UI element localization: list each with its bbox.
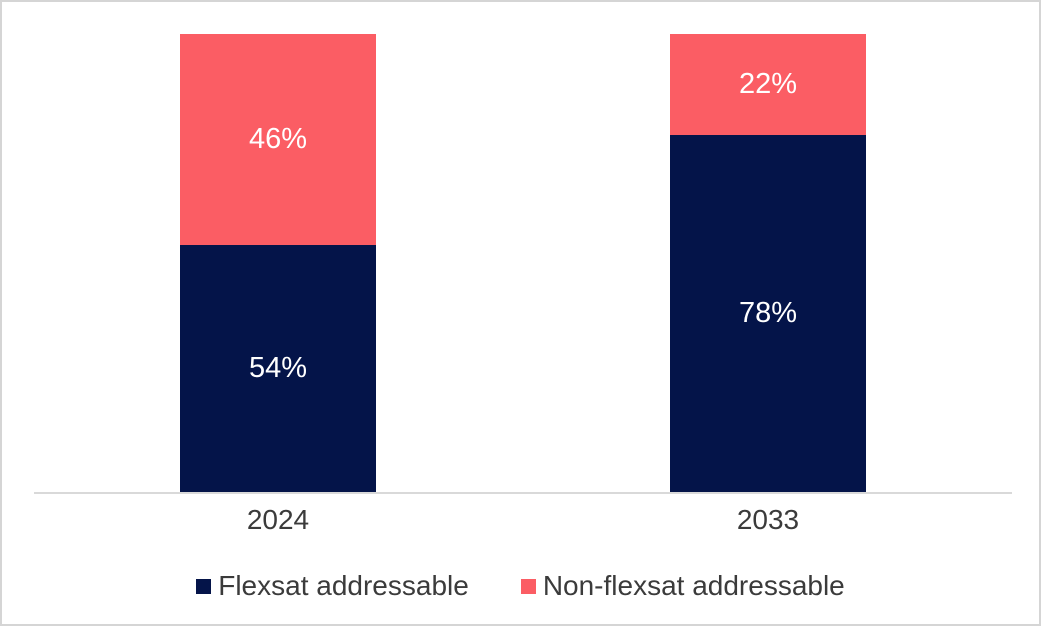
legend-label-flexsat: Flexsat addressable: [218, 570, 469, 602]
x-axis-label-2024: 2024: [246, 504, 310, 535]
legend: Flexsat addressable Non-flexsat addressa…: [2, 566, 1039, 606]
legend-item-non-flexsat: Non-flexsat addressable: [520, 569, 845, 603]
legend-swatch-non-flexsat-icon: [520, 578, 536, 594]
bar-segment-2033-series-1: 22%: [670, 34, 866, 135]
legend-label-non-flexsat: Non-flexsat addressable: [542, 570, 845, 602]
bar-segment-2024-series-0: 54%: [180, 244, 376, 492]
data-label: 78%: [738, 296, 798, 329]
data-label: 22%: [738, 67, 798, 100]
legend-item-flexsat: Flexsat addressable: [196, 569, 469, 603]
bar-2024: 46% 54%: [180, 34, 376, 492]
data-label: 46%: [248, 122, 308, 155]
x-axis-label-2033: 2033: [736, 504, 800, 535]
bar-segment-2024-series-1: 46%: [180, 34, 376, 245]
data-label: 54%: [248, 351, 308, 384]
plot-area: 46% 54% 22% 78%: [34, 34, 1012, 494]
bar-2033: 22% 78%: [670, 34, 866, 492]
bar-segment-2033-series-0: 78%: [670, 134, 866, 492]
legend-swatch-flexsat-icon: [196, 578, 212, 594]
